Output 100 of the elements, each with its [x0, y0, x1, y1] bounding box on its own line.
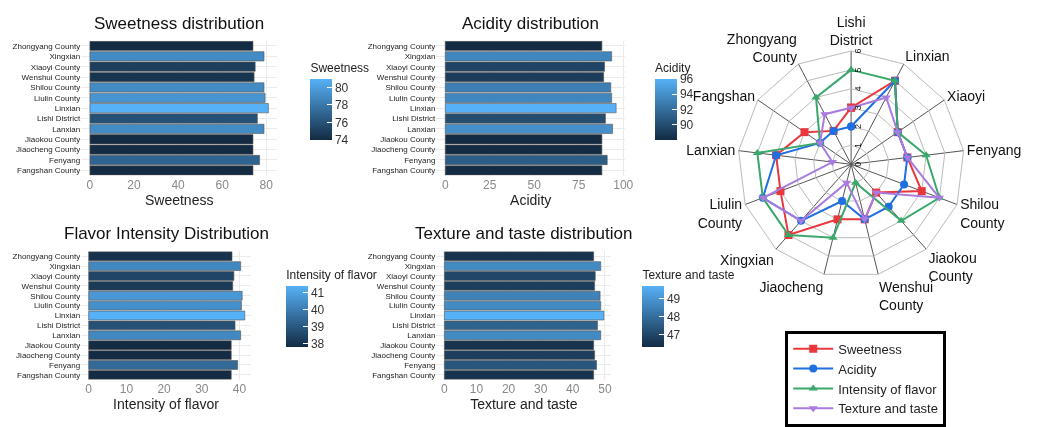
- y-tick-label: Zhongyang County: [367, 41, 436, 51]
- y-tick-label: Fenyang: [49, 360, 81, 370]
- x-tick-label: 20: [501, 381, 516, 396]
- x-tick-label: 0: [441, 177, 449, 192]
- x-tick-label: 100: [613, 177, 634, 192]
- color-bar-label: 40: [310, 303, 325, 318]
- color-bar-label: 39: [310, 320, 325, 335]
- x-tick-label: 60: [215, 177, 230, 192]
- y-tick-label: Jiaocheng County: [371, 145, 436, 155]
- y-tick-label: Xingxian: [404, 52, 436, 62]
- x-axis-title: Sweetness: [144, 191, 214, 208]
- y-tick-label: Xiaoyi County: [386, 271, 436, 281]
- chart-title: Flavor Intensity Distribution: [64, 224, 270, 243]
- y-tick-label: Wenshui County: [21, 281, 81, 291]
- legend-label: Sweetness: [838, 341, 903, 357]
- spoke-label: Xiaoyi: [947, 87, 986, 104]
- x-tick-label: 0: [85, 381, 93, 396]
- y-tick-label: Xingxian: [404, 261, 436, 271]
- x-tick-label: 0: [86, 177, 94, 192]
- y-tick-label: Jiaocheng County: [371, 350, 436, 360]
- color-bar-title: Acidity: [655, 60, 691, 75]
- y-tick-label: Shilou County: [385, 291, 436, 301]
- y-tick-label: Liulin County: [389, 301, 436, 311]
- legend-label: Intensity of flavor: [838, 381, 938, 397]
- y-tick-label: Jiaocheng County: [16, 350, 81, 360]
- y-tick-label: Lishi District: [392, 321, 437, 331]
- y-tick-label: Xingxian: [49, 261, 81, 271]
- y-tick-label: Lanxian: [52, 331, 81, 341]
- y-tick-label: Xiaoyi County: [386, 62, 436, 72]
- spoke-label: Fenyang: [966, 141, 1022, 158]
- y-tick-label: Wenshui County: [21, 72, 81, 82]
- x-tick-label: 75: [572, 177, 586, 192]
- y-tick-label: 5: [852, 67, 863, 73]
- color-bar-label: 49: [666, 291, 681, 306]
- x-tick-label: 40: [566, 381, 580, 396]
- y-tick-label: Zhongyang County: [12, 41, 81, 51]
- y-tick-label: Lanxian: [407, 124, 436, 134]
- spoke-label: Zhongyang County: [726, 30, 797, 65]
- y-tick-label: Liulin County: [33, 93, 81, 103]
- y-tick-label: 0: [852, 161, 863, 167]
- color-bar-label: 76: [334, 115, 349, 130]
- y-tick-label: Jiaokou County: [25, 135, 81, 145]
- y-tick-label: Fenyang: [404, 155, 436, 165]
- chart-title: Texture and taste distribution: [415, 224, 633, 243]
- y-tick-label: 2: [852, 124, 863, 130]
- color-bar-label: 41: [310, 286, 325, 301]
- y-tick-label: Linxian: [54, 311, 81, 321]
- y-tick-label: Fangshan County: [17, 166, 81, 176]
- spoke-label: Fangshan: [692, 87, 756, 104]
- legend-label: Acidity: [838, 361, 878, 377]
- y-tick-label: Zhongyang County: [367, 252, 436, 261]
- y-tick-label: Jiaokou County: [380, 341, 436, 350]
- y-tick-label: Shilou County: [30, 291, 81, 301]
- color-bar-label: 47: [666, 327, 681, 342]
- y-tick-label: Fangshan County: [372, 166, 436, 176]
- spoke-label: Liulin County: [697, 196, 743, 231]
- y-tick-label: Wenshui County: [376, 281, 436, 291]
- y-tick-label: Lishi District: [37, 114, 81, 124]
- y-tick-label: Zhongyang County: [12, 252, 81, 261]
- x-tick-label: 10: [119, 381, 134, 396]
- y-tick-label: Xiaoyi County: [30, 62, 81, 72]
- y-tick-label: Shilou County: [30, 83, 81, 93]
- color-bar-label: 78: [334, 98, 349, 113]
- y-tick-label: Shilou County: [385, 83, 436, 93]
- y-tick-label: Fenyang: [49, 155, 81, 165]
- y-tick-label: Jiaokou County: [25, 341, 81, 350]
- spoke-label: Lanxian: [686, 141, 736, 158]
- y-tick-label: Linxian: [54, 103, 81, 113]
- y-tick-label: Fangshan County: [17, 370, 81, 380]
- color-bar-label: 38: [310, 337, 325, 352]
- y-tick-label: Xingxian: [49, 52, 81, 62]
- x-tick-label: 40: [171, 177, 186, 192]
- y-tick-label: Linxian: [410, 311, 436, 321]
- spoke-label: Jiaocheng: [759, 279, 824, 296]
- color-bar-label: 92: [679, 102, 694, 117]
- y-tick-label: Wenshui County: [376, 72, 436, 82]
- y-tick-label: Lishi District: [392, 114, 437, 124]
- color-bar-title: Texture and taste: [642, 268, 735, 283]
- x-axis-title: Acidity: [510, 191, 552, 208]
- color-bar-title: Sweetness: [310, 60, 370, 75]
- color-bar-title: Intensity of flavor: [286, 268, 377, 283]
- x-tick-label: 40: [232, 381, 247, 396]
- x-tick-label: 50: [527, 177, 542, 192]
- x-tick-label: 30: [534, 381, 548, 396]
- y-tick-label: Liulin County: [33, 301, 81, 311]
- y-tick-label: Lanxian: [407, 331, 436, 341]
- spoke-label: Linxian: [905, 47, 950, 64]
- y-tick-label: Jiaocheng County: [16, 145, 81, 155]
- spoke-label: Xingxian: [720, 252, 774, 269]
- x-tick-label: 80: [259, 177, 274, 192]
- spoke-label: Shilou County: [960, 196, 1005, 231]
- y-tick-label: Fenyang: [404, 360, 436, 370]
- x-tick-label: 20: [157, 381, 172, 396]
- legend-label: Texture and taste: [838, 401, 938, 417]
- x-tick-label: 25: [483, 177, 497, 192]
- y-tick-label: 6: [852, 48, 863, 54]
- color-bar-label: 48: [666, 309, 681, 324]
- y-tick-label: Lanxian: [52, 124, 81, 134]
- x-tick-label: 20: [127, 177, 142, 192]
- y-tick-label: Fangshan County: [372, 370, 436, 380]
